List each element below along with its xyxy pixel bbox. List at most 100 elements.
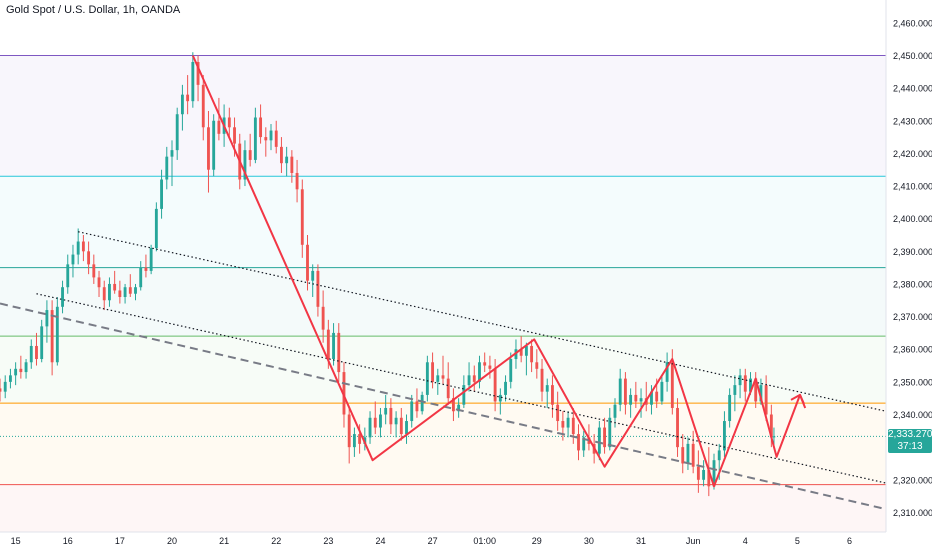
trendlines xyxy=(0,231,887,511)
candle-body xyxy=(686,443,690,464)
candle-body xyxy=(509,359,513,382)
candle-body xyxy=(707,469,711,487)
candle-body xyxy=(556,404,560,422)
candle-body xyxy=(212,120,216,170)
candle-body xyxy=(702,469,706,480)
price-tick-label: 2,400.000 xyxy=(893,214,932,224)
time-tick-label: 30 xyxy=(584,536,594,546)
candle-body xyxy=(660,381,664,402)
candle-body xyxy=(3,381,7,392)
price-tick-label: 2,420.000 xyxy=(893,149,932,159)
price-tick-label: 2,360.000 xyxy=(893,345,932,355)
price-tick-label: 2,380.000 xyxy=(893,279,932,289)
zigzag-line xyxy=(191,55,807,488)
candle-body xyxy=(451,398,455,412)
candle-body xyxy=(321,306,325,330)
candle-body xyxy=(0,388,2,392)
candles xyxy=(0,52,776,497)
candle-body xyxy=(154,208,158,249)
candle-body xyxy=(603,427,606,448)
candle-body xyxy=(97,277,101,288)
time-tick-label: Jun xyxy=(686,536,701,546)
candle-body xyxy=(259,117,263,138)
candle-body xyxy=(655,391,659,402)
candle-body xyxy=(629,394,633,405)
candle-body xyxy=(540,368,544,392)
time-tick-label: 22 xyxy=(271,536,281,546)
time-axis: 15 16 17 20 21 22 23 24 27 01:00 29 30 31 Jun 4 5 6 xyxy=(11,536,852,546)
candle-body xyxy=(551,385,554,405)
candle-body xyxy=(29,345,33,363)
candle-body xyxy=(504,381,507,395)
candle-body xyxy=(14,368,18,376)
price-tick-label: 2,440.000 xyxy=(893,84,932,94)
candle-body xyxy=(352,434,356,448)
time-tick-label: 15 xyxy=(11,536,21,546)
candle-body xyxy=(207,127,210,170)
candle-body xyxy=(175,114,179,151)
candle-body xyxy=(149,248,153,271)
candle-body xyxy=(139,267,143,288)
candle-body xyxy=(462,385,466,405)
candle-body xyxy=(316,270,320,307)
price-tick-label: 2,310.000 xyxy=(893,508,932,518)
candle-body xyxy=(410,401,414,422)
candle-body xyxy=(535,362,539,369)
candle-body xyxy=(170,150,174,157)
candle-body xyxy=(295,172,299,190)
candle-body xyxy=(144,267,148,271)
time-tick-label: 27 xyxy=(428,536,438,546)
candle-body xyxy=(45,310,49,327)
candle-body xyxy=(623,378,627,405)
candle-body xyxy=(81,241,85,252)
candle-body xyxy=(478,362,481,382)
candle-body xyxy=(597,427,601,454)
candle-body xyxy=(186,94,190,102)
candle-body xyxy=(128,287,132,294)
level-bands xyxy=(0,55,886,532)
candle-body xyxy=(436,375,440,382)
candle-body xyxy=(201,84,205,128)
candle-body xyxy=(113,283,117,291)
time-tick-label: 4 xyxy=(743,536,748,546)
last-price-value: 2,333.270 xyxy=(888,429,932,441)
candle-body xyxy=(545,385,549,392)
candle-body xyxy=(696,466,700,480)
candle-body xyxy=(196,62,200,85)
candle-body xyxy=(399,417,403,435)
time-tick-label: 16 xyxy=(63,536,73,546)
time-tick-label: 5 xyxy=(795,536,800,546)
candle-body xyxy=(347,414,351,448)
candle-body xyxy=(498,394,502,402)
chart-title: Gold Spot / U.S. Dollar, 1h, OANDA xyxy=(6,4,181,16)
candle-body xyxy=(102,287,106,301)
candle-body xyxy=(431,362,435,382)
candle-body xyxy=(118,290,122,298)
time-tick-label: 29 xyxy=(532,536,542,546)
candle-body xyxy=(749,378,752,392)
candle-body xyxy=(253,117,257,160)
candle-body xyxy=(728,394,732,422)
dashed-trendline xyxy=(0,302,887,511)
zigzag-arrowhead xyxy=(790,393,805,405)
level-band xyxy=(0,403,886,485)
candle-body xyxy=(566,417,570,428)
level-band xyxy=(0,176,886,268)
candle-body xyxy=(285,156,289,164)
candle-body xyxy=(577,434,580,451)
time-tick-label: 23 xyxy=(323,536,333,546)
candle-body xyxy=(420,394,424,412)
candle-body xyxy=(754,378,758,402)
candle-body xyxy=(227,117,231,128)
candle-body xyxy=(379,414,382,428)
last-price-badge[interactable]: 2,333.270 37:13 xyxy=(888,429,932,454)
price-tick-label: 2,350.000 xyxy=(893,377,932,387)
candle-body xyxy=(717,450,721,461)
candle-body xyxy=(457,404,461,412)
level-band xyxy=(0,267,886,337)
time-tick-label: 24 xyxy=(375,536,385,546)
candle-body xyxy=(61,287,64,307)
candle-body xyxy=(180,94,184,115)
candle-body xyxy=(670,362,674,408)
